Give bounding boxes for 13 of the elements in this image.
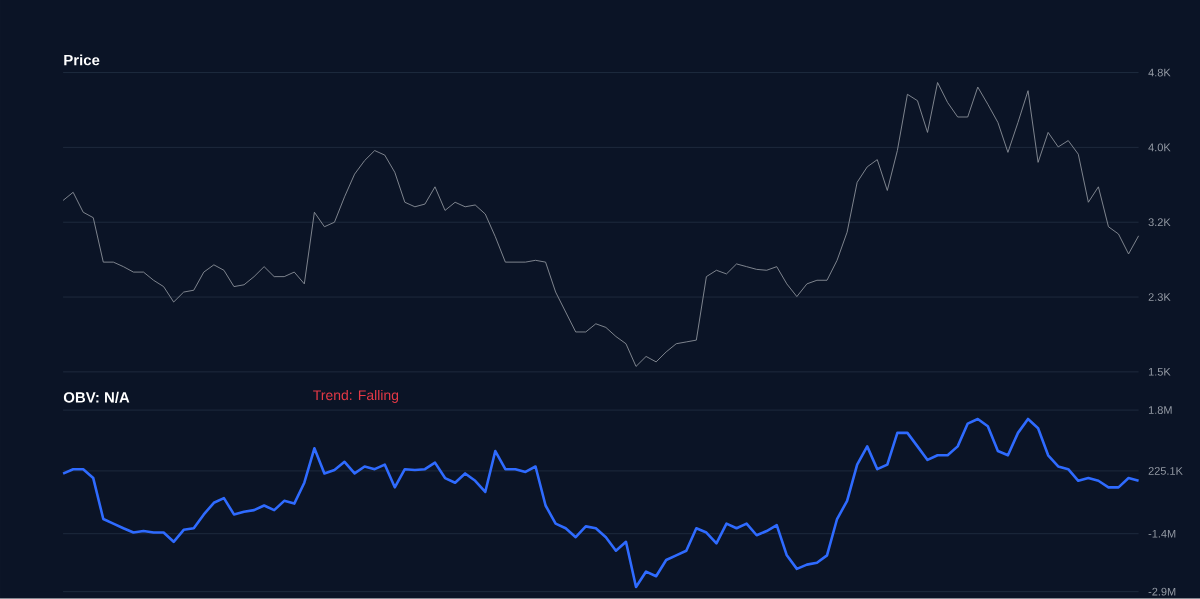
y-tick-label: 3.2K (1148, 218, 1171, 227)
y-tick-label: 225.1K (1148, 467, 1183, 475)
y-tick-label: 1.5K (1148, 368, 1171, 376)
text: Trend: Falling (313, 390, 399, 404)
y-tick-label: 4.8K (1148, 68, 1171, 77)
y-tick-label: 2.3K (1148, 293, 1171, 302)
y-tick-label: -2.9M (1148, 587, 1176, 596)
chart-title: OBV: N/A (63, 391, 130, 404)
y-tick-label: 4.0K (1148, 143, 1171, 152)
line-series (61, 417, 1140, 589)
y-tick-label: -1.4M (1148, 530, 1176, 538)
y-tick-label: 1.8M (1148, 406, 1172, 415)
chart-title: Price (64, 54, 100, 66)
